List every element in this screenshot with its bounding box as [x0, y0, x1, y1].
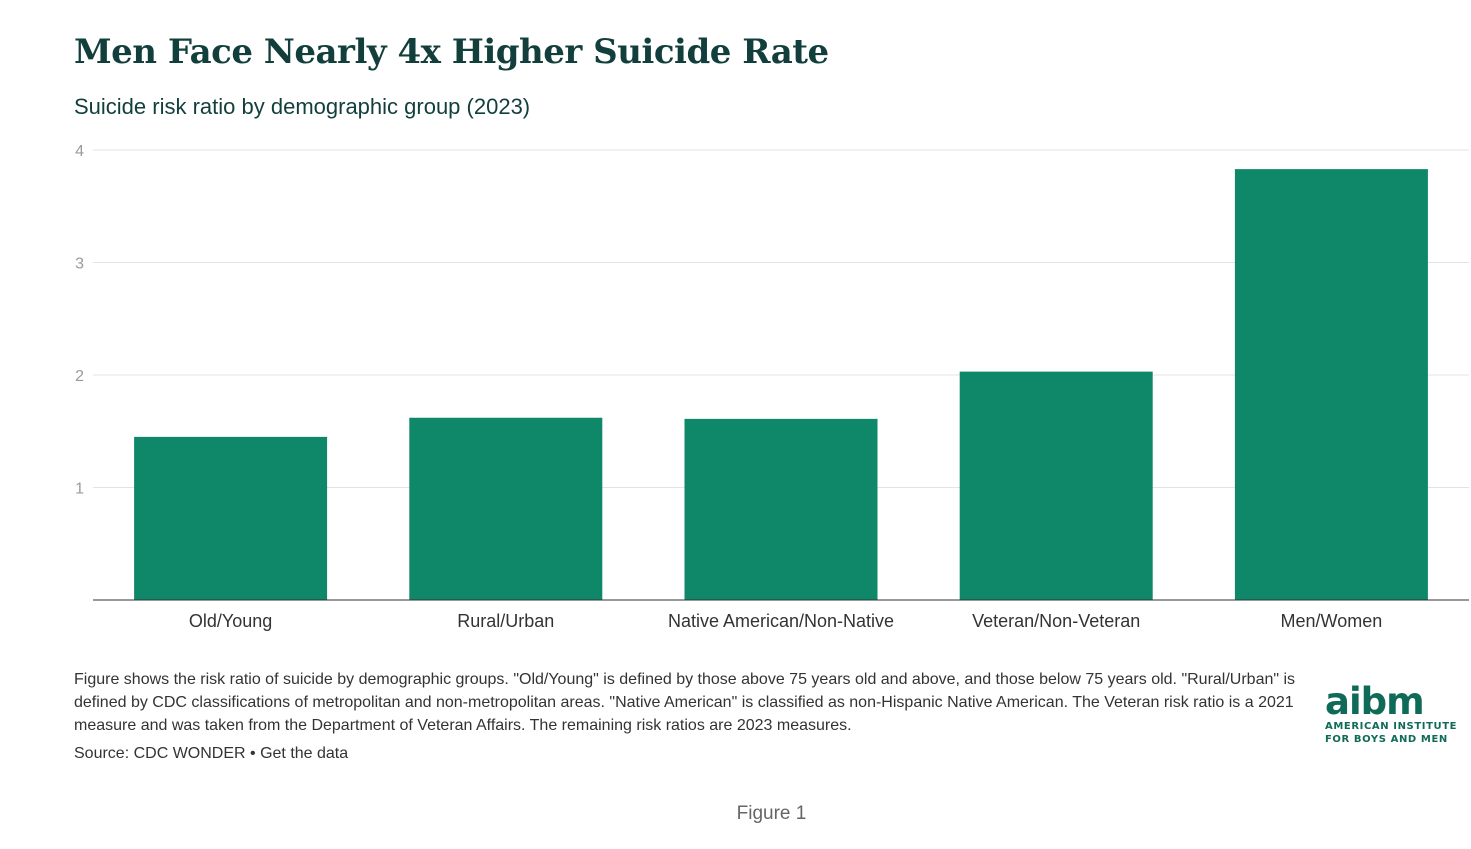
y-tick-label: 4 — [75, 143, 84, 160]
chart-subtitle: Suicide risk ratio by demographic group … — [74, 94, 531, 119]
y-tick-label: 3 — [75, 256, 84, 273]
category-label: Native American/Non-Native — [668, 611, 894, 631]
y-tick-label: 2 — [75, 368, 84, 385]
bar[interactable] — [134, 436, 328, 600]
source-line: Source: CDC WONDER • Get the data — [74, 745, 348, 763]
category-label: Rural/Urban — [457, 611, 554, 631]
bar[interactable] — [409, 417, 603, 600]
chart-title: Men Face Nearly 4x Higher Suicide Rate — [74, 32, 829, 72]
source-separator: • — [245, 745, 261, 762]
logo-line-2: FOR BOYS AND MEN — [1325, 734, 1448, 745]
get-the-data-link[interactable]: Get the data — [260, 745, 349, 762]
figure-caption: Figure 1 — [736, 803, 807, 824]
bars — [134, 169, 1428, 600]
bar-chart: 1 2 3 4 Old/Young Rural/Urban Native American… — [75, 143, 1469, 631]
logo-line-1: AMERICAN INSTITUTE — [1325, 721, 1458, 732]
source-text: Source: CDC WONDER — [74, 745, 246, 762]
figure-notes: Figure shows the risk ratio of suicide b… — [74, 671, 1296, 734]
logo-mark: aibm — [1325, 680, 1425, 723]
aibm-logo: aibm AMERICAN INSTITUTE FOR BOYS AND MEN — [1325, 680, 1458, 746]
bar[interactable] — [684, 418, 878, 600]
category-label: Old/Young — [189, 611, 272, 631]
bar[interactable] — [959, 371, 1153, 600]
category-label: Veteran/Non-Veteran — [972, 611, 1140, 631]
category-labels: Old/Young Rural/Urban Native American/Non-… — [189, 611, 1382, 631]
bar[interactable] — [1234, 169, 1428, 600]
y-tick-label: 1 — [75, 481, 84, 498]
category-label: Men/Women — [1281, 611, 1383, 631]
